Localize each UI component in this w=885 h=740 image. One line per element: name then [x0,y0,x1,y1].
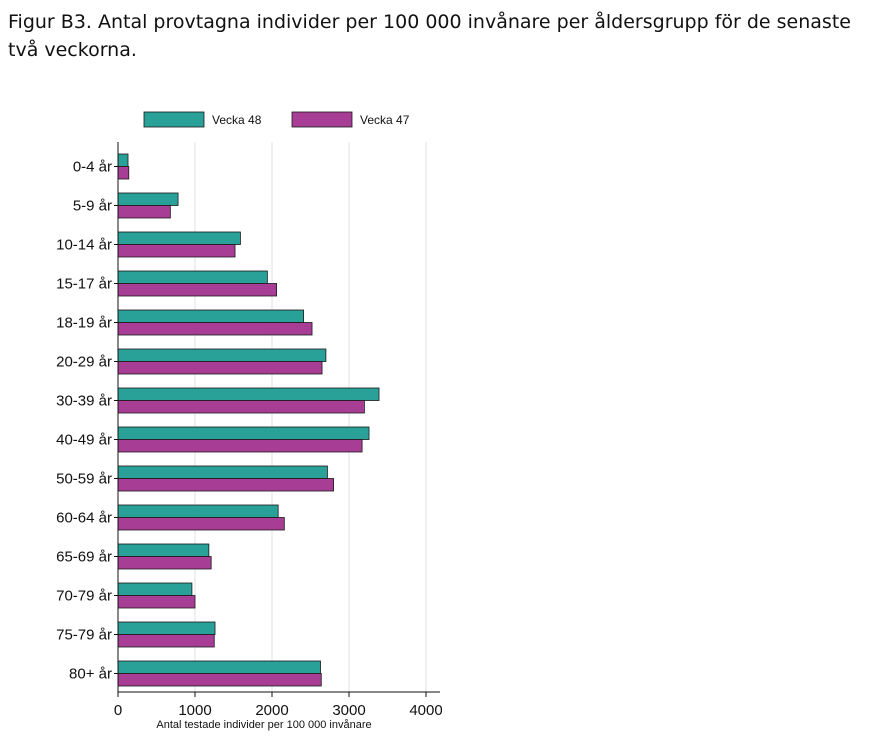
bar-series-2 [117,205,171,219]
category-label: 80+ år [69,666,112,683]
bar-series-1 [117,270,268,284]
bar-series-1 [117,504,279,518]
bar-series-1 [117,543,210,557]
bar-series-1 [117,387,380,401]
category-label: 40-49 år [56,432,112,449]
x-tick-label: 0 [114,702,122,719]
bar-series-2 [117,556,212,570]
category-label: 65-69 år [56,549,112,566]
figure-title: Figur B3. Antal provtagna individer per … [8,11,851,61]
bar-series-2 [117,361,323,375]
legend-label: Vecka 47 [360,113,410,127]
bar-series-2 [117,478,335,492]
chart-svg: 0-4 år 5-9 år 10-14 år 15-17 år 18-19 år 20-2… [56,111,442,731]
bar-series-1 [117,660,321,674]
bar-series-2 [117,595,196,609]
bar-series-1 [117,621,216,635]
x-tick-label: 4000 [409,702,442,719]
category-label: 50-59 år [56,471,112,488]
bar-series-2 [117,283,278,297]
legend-label: Vecka 48 [212,113,262,127]
bar-series-1 [117,153,129,167]
x-tick-label: 3000 [332,702,365,719]
bar-series-2 [117,634,215,648]
category-label: 75-79 år [56,627,112,644]
bar-series-1 [117,231,241,245]
category-label: 10-14 år [56,237,112,254]
legend-swatch [291,111,353,128]
category-label: 5-9 år [73,198,112,215]
bar-series-2 [117,166,130,180]
bar-series-1 [117,465,328,479]
x-tick-label: 1000 [178,702,211,719]
bar-series-2 [117,322,313,336]
category-label: 20-29 år [56,354,112,371]
x-tick-label: 2000 [255,702,288,719]
bar-series-2 [117,244,236,258]
bar-series-1 [117,348,327,362]
category-label: 70-79 år [56,588,112,605]
bar-series-2 [117,400,365,414]
bar-series-1 [117,426,370,440]
bar-chart: 0-4 år 5-9 år 10-14 år 15-17 år 18-19 år 20-2… [22,86,442,736]
legend-swatch [143,111,205,128]
category-label: 18-19 år [56,315,112,332]
bar-series-2 [117,439,363,453]
bar-series-1 [117,309,304,323]
bar-series-2 [117,673,322,687]
category-label: 15-17 år [56,276,112,293]
bar-series-1 [117,582,193,596]
bar-series-2 [117,517,285,531]
x-axis-title: Antal testade individer per 100 000 invå… [156,719,371,731]
category-label: 30-39 år [56,393,112,410]
category-label: 0-4 år [73,159,112,176]
bar-series-1 [117,192,179,206]
category-label: 60-64 år [56,510,112,527]
